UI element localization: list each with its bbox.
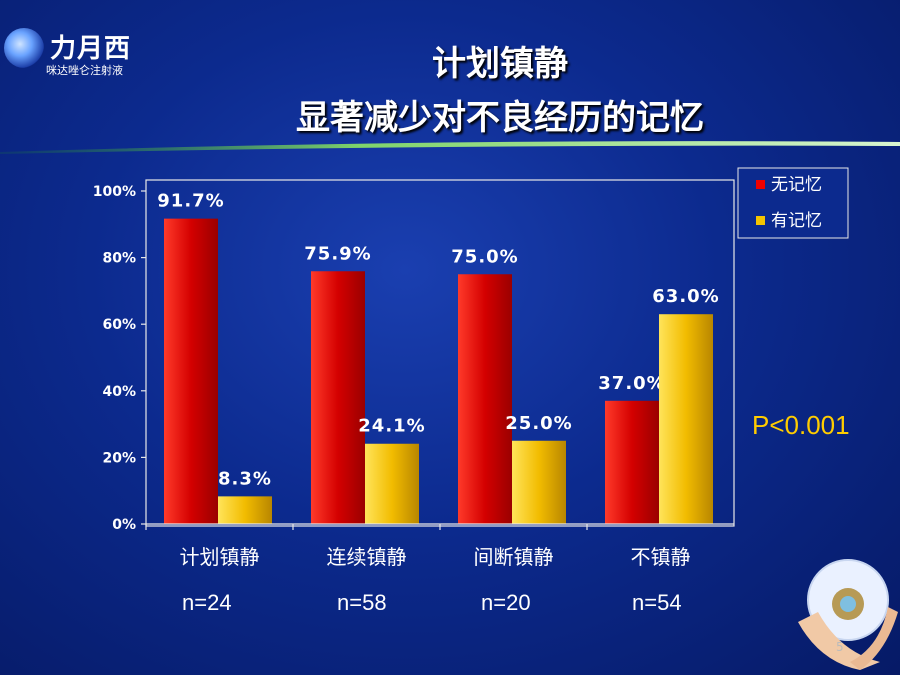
x-category-label: 间断镇静 bbox=[474, 545, 554, 569]
category-count: n=24 bbox=[182, 590, 232, 615]
bar-value-label: 24.1% bbox=[358, 416, 425, 437]
category-count: n=54 bbox=[632, 590, 682, 615]
legend-label: 无记忆 bbox=[771, 175, 822, 195]
legend-swatch bbox=[756, 180, 765, 189]
title-underline bbox=[0, 141, 900, 154]
p-value: P<0.001 bbox=[752, 410, 850, 440]
bar bbox=[512, 440, 566, 524]
logo: 力月西 咪达唑仑注射液 bbox=[0, 22, 140, 78]
bar-value-label: 75.9% bbox=[304, 243, 371, 264]
bar bbox=[605, 400, 659, 524]
y-tick-label: 40% bbox=[102, 384, 136, 400]
bar bbox=[311, 271, 365, 524]
legend-box bbox=[737, 167, 849, 239]
title-line-2: 显著减少对不良经历的记忆 bbox=[296, 98, 704, 138]
bar-value-label: 75.0% bbox=[451, 246, 518, 267]
y-tick-label: 20% bbox=[102, 450, 136, 466]
bar bbox=[365, 443, 419, 524]
bar-value-label: 25.0% bbox=[505, 413, 572, 434]
legend-label: 有记忆 bbox=[771, 211, 822, 231]
bar-value-label: 91.7% bbox=[157, 191, 224, 212]
x-category-label: 不镇静 bbox=[631, 545, 691, 569]
bar bbox=[164, 218, 218, 524]
x-axis-labels: 计划镇静 连续镇静 间断镇静 不镇静 bbox=[180, 545, 691, 569]
bar bbox=[659, 314, 713, 524]
bar-value-label: 8.3% bbox=[218, 468, 272, 489]
y-tick-label: 80% bbox=[102, 251, 136, 267]
y-tick-label: 0% bbox=[112, 517, 136, 533]
category-count: n=58 bbox=[337, 590, 387, 615]
y-tick-label: 100% bbox=[93, 184, 136, 200]
y-tick-label: 60% bbox=[102, 317, 136, 333]
legend-swatch bbox=[756, 216, 765, 225]
x-category-label: 连续镇静 bbox=[327, 545, 407, 569]
bar-value-label: 37.0% bbox=[598, 373, 665, 394]
bar-value-label: 63.0% bbox=[652, 286, 719, 307]
slide-number: 5 bbox=[836, 640, 844, 654]
logo-icon bbox=[4, 28, 44, 68]
globe-hands-icon bbox=[798, 559, 898, 670]
category-count: n=20 bbox=[481, 590, 531, 615]
bar bbox=[218, 496, 272, 524]
bars: 91.7% 8.3% 75.9% 24.1% 75.0% 25.0% 37.0% 63.0% bbox=[145, 191, 734, 530]
logo-subtitle: 咪达唑仑注射液 bbox=[46, 64, 123, 77]
bar bbox=[458, 274, 512, 524]
y-axis: 0% 20% 40% 60% 80% 100% bbox=[93, 184, 146, 533]
x-category-label: 计划镇静 bbox=[180, 545, 260, 569]
logo-name: 力月西 bbox=[50, 34, 132, 64]
title-line-1: 计划镇静 bbox=[432, 44, 568, 84]
